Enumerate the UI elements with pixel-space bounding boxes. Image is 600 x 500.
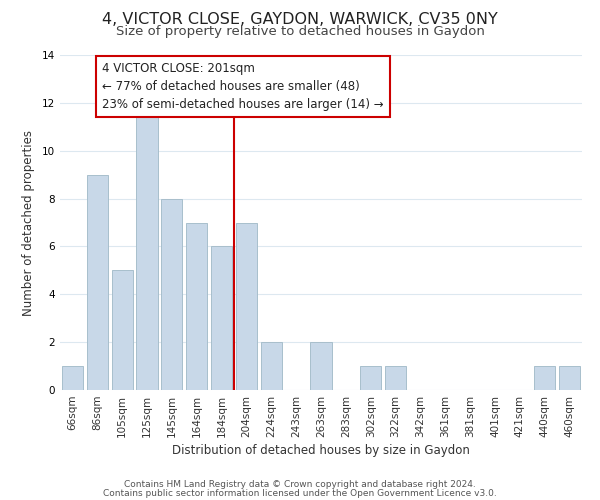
Text: Contains HM Land Registry data © Crown copyright and database right 2024.: Contains HM Land Registry data © Crown c… [124, 480, 476, 489]
Bar [62, 366, 83, 390]
Bar [360, 366, 381, 390]
Bar [559, 366, 580, 390]
Bar [161, 198, 182, 390]
Bar [87, 174, 108, 390]
Bar [186, 222, 207, 390]
Bar [310, 342, 332, 390]
Bar [261, 342, 282, 390]
X-axis label: Distribution of detached houses by size in Gaydon: Distribution of detached houses by size … [172, 444, 470, 457]
Bar [385, 366, 406, 390]
Bar [236, 222, 257, 390]
Bar [534, 366, 555, 390]
Text: 4, VICTOR CLOSE, GAYDON, WARWICK, CV35 0NY: 4, VICTOR CLOSE, GAYDON, WARWICK, CV35 0… [102, 12, 498, 28]
Bar [136, 103, 158, 390]
Bar [211, 246, 232, 390]
Text: 4 VICTOR CLOSE: 201sqm
← 77% of detached houses are smaller (48)
23% of semi-det: 4 VICTOR CLOSE: 201sqm ← 77% of detached… [102, 62, 384, 111]
Text: Contains public sector information licensed under the Open Government Licence v3: Contains public sector information licen… [103, 488, 497, 498]
Y-axis label: Number of detached properties: Number of detached properties [22, 130, 35, 316]
Bar [112, 270, 133, 390]
Text: Size of property relative to detached houses in Gaydon: Size of property relative to detached ho… [116, 25, 484, 38]
